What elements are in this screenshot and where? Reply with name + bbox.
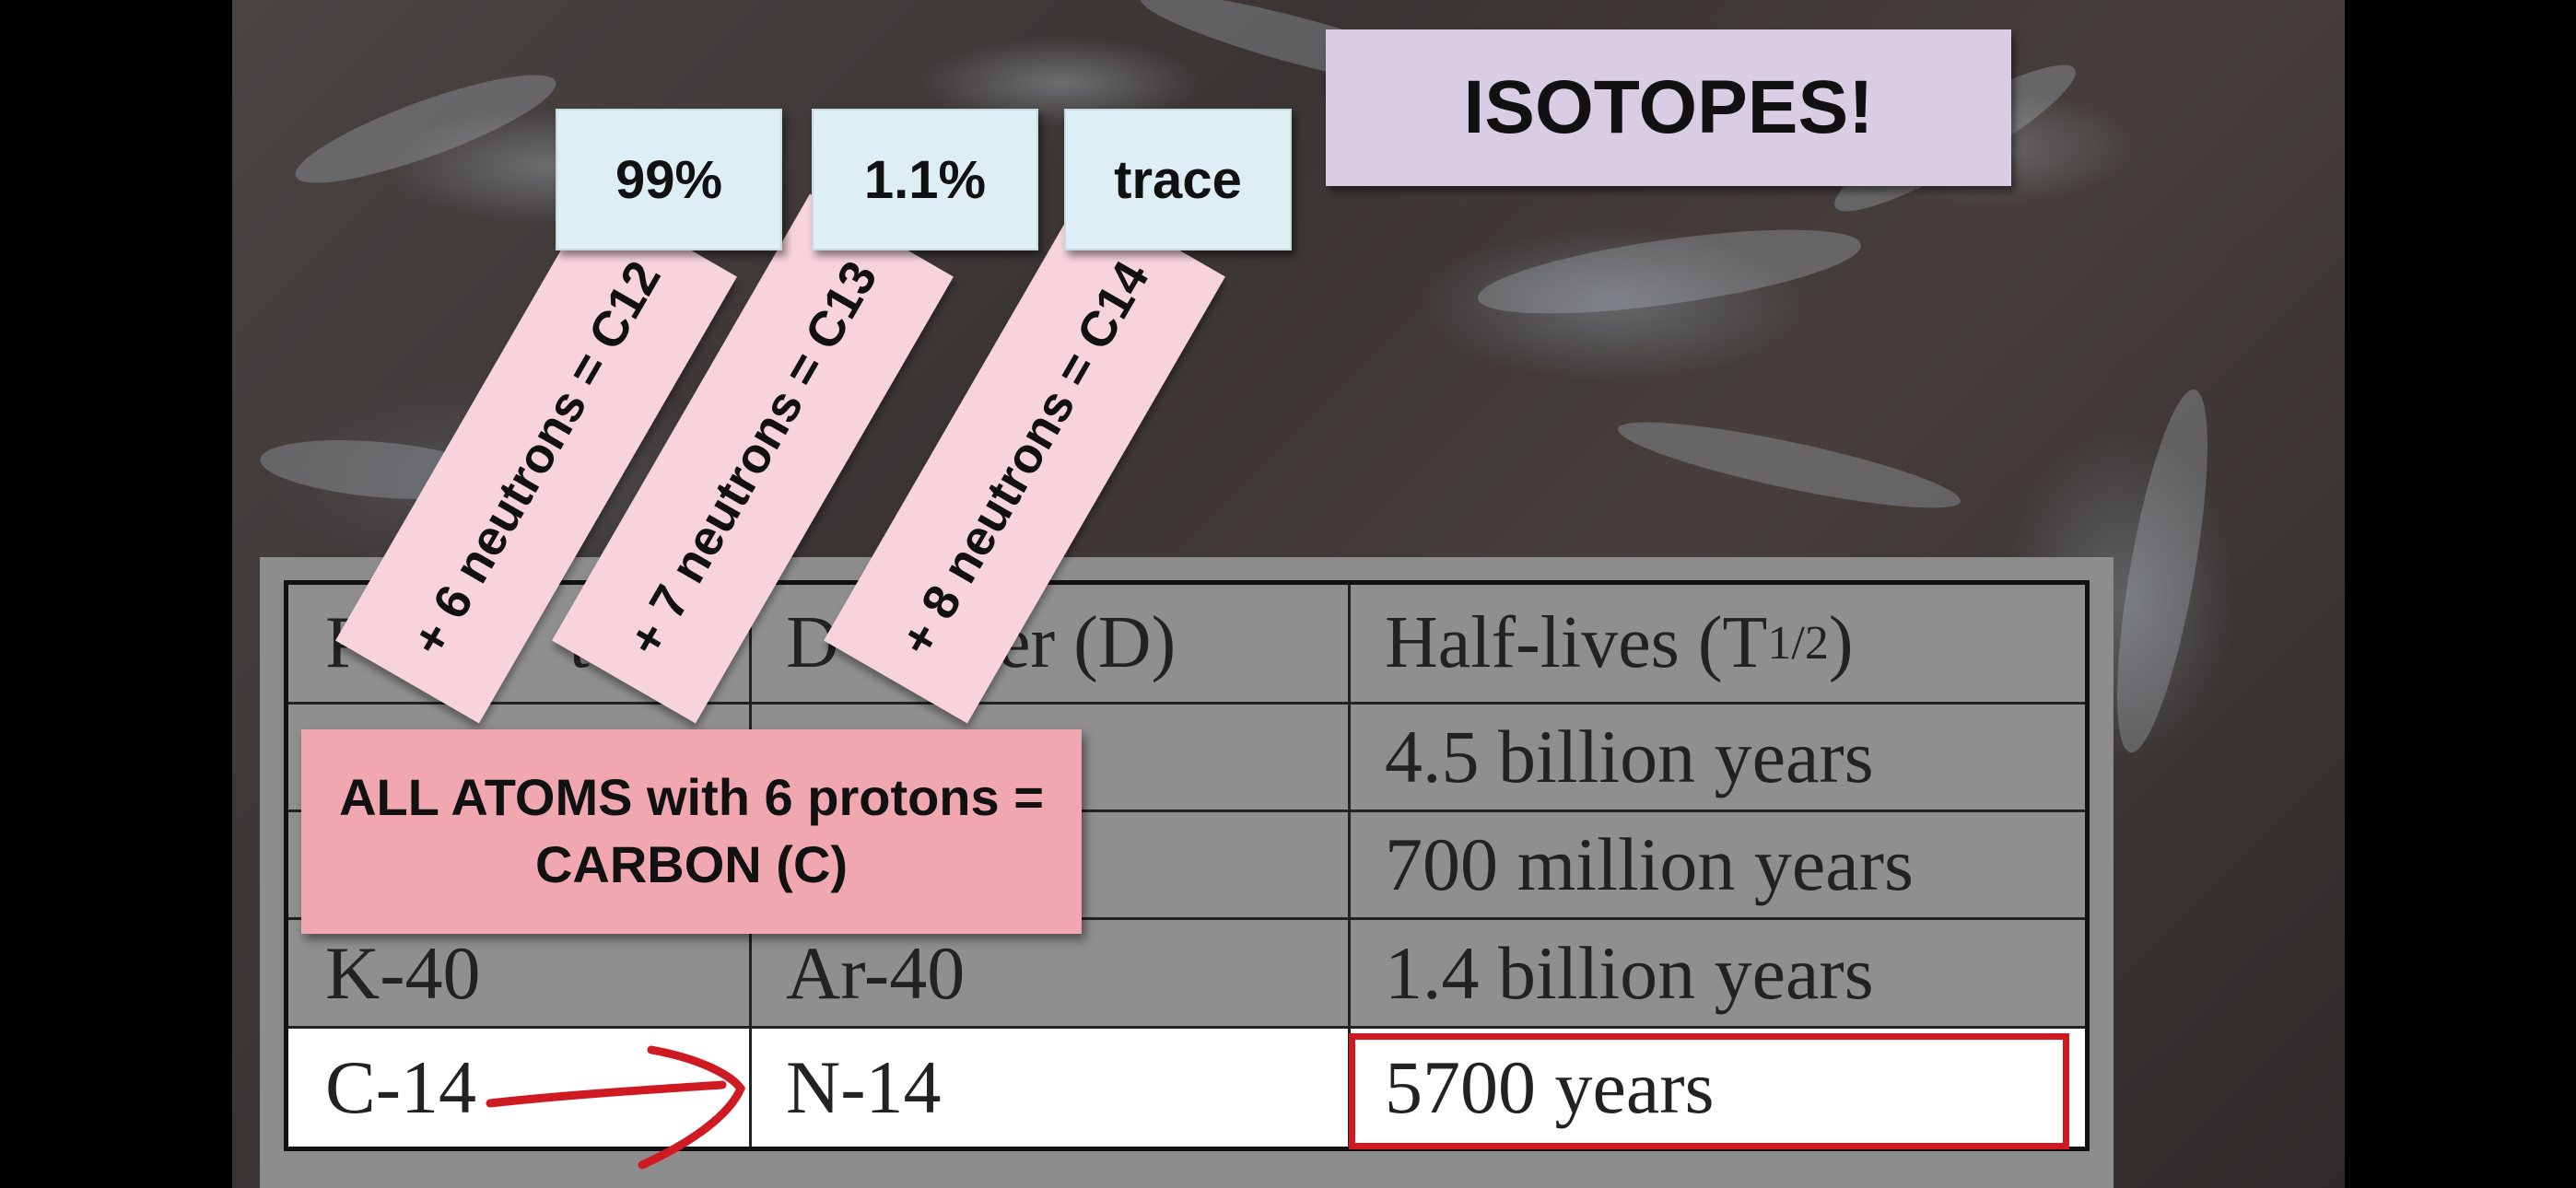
cell-daughter: N-14 [786,1045,942,1129]
header-half-close: ) [1828,602,1854,683]
header-half-lives: Half-lives (T 1/2) [1385,585,2067,702]
bg-texture [286,55,566,203]
highlight-box [1349,1033,2069,1149]
table-row: 700 million years [288,812,2085,920]
column-divider [749,1029,752,1147]
table-row-c14: C-14 N-14 5700 years [288,1029,2085,1147]
cell-half-life: 4.5 billion years [1385,715,1874,798]
bg-texture [1612,406,1966,524]
cell-parent: C-14 [325,1045,476,1129]
column-divider [1348,920,1351,1026]
column-divider [749,585,752,702]
column-divider [1348,705,1351,809]
bg-texture [2098,383,2227,759]
header-half-sub: 1/2 [1767,617,1829,670]
cell-daughter: Ar-40 [786,930,966,1015]
abundance-c14: trace [1064,109,1292,250]
carbon-note: ALL ATOMS with 6 protons = CARBON (C) [301,729,1082,934]
arrow-icon [486,1045,746,1170]
cell-half-life: 700 million years [1385,822,1914,906]
abundance-c13: 1.1% [812,109,1038,250]
slide: P t D hter (D) Half-lives (T1/2) 4.5 bil… [232,0,2345,1188]
column-divider [749,920,752,1026]
table-row: 4.5 billion years [288,705,2085,812]
isotope-table: P t D hter (D) Half-lives (T1/2) 4.5 bil… [284,580,2090,1151]
header-half-lives-text: Half-lives (T [1385,602,1768,683]
table-header-row: P t D hter (D) Half-lives (T1/2) [288,585,2085,705]
cell-half-life: 1.4 billion years [1385,930,1874,1015]
page-title: ISOTOPES! [1326,29,2011,186]
table-row: K-40 Ar-40 1.4 billion years [288,920,2085,1029]
column-divider [1348,812,1351,917]
column-divider [1348,585,1351,702]
abundance-c12: 99% [556,109,782,250]
cell-parent: K-40 [325,930,481,1015]
bg-texture [1473,213,1866,331]
cell-half-life: 5700 years [1385,1045,1715,1129]
